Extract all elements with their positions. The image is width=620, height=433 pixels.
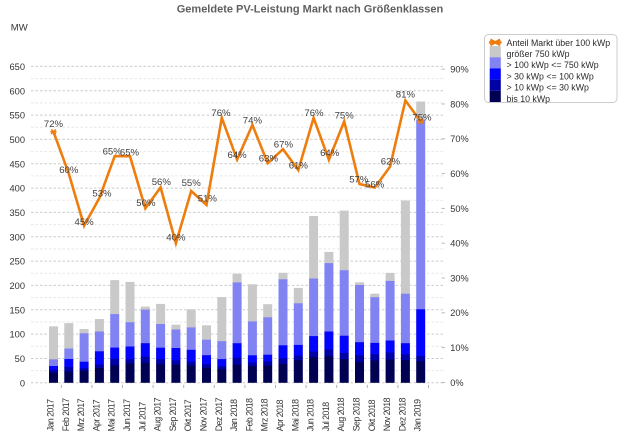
svg-text:Aug 2017: Aug 2017 (153, 397, 163, 431)
svg-text:Gemeldete PV-Leistung Markt na: Gemeldete PV-Leistung Markt nach Größenk… (177, 4, 444, 16)
svg-text:Aug 2018: Aug 2018 (336, 397, 346, 431)
svg-text:80%: 80% (450, 99, 468, 109)
svg-text:> 30 kWp <= 100 kWp: > 30 kWp <= 100 kWp (507, 71, 594, 81)
svg-text:> 10 kWp <= 30 kWp: > 10 kWp <= 30 kWp (507, 83, 589, 93)
svg-text:30%: 30% (450, 273, 468, 283)
svg-text:Apr 2018: Apr 2018 (275, 399, 285, 431)
svg-text:75%: 75% (335, 110, 355, 121)
svg-text:10%: 10% (450, 343, 468, 353)
svg-text:40%: 40% (450, 239, 468, 249)
svg-text:Jun 2017: Jun 2017 (122, 399, 132, 431)
svg-text:Mai 2018: Mai 2018 (290, 399, 300, 431)
svg-text:60%: 60% (450, 169, 468, 179)
svg-text:56%: 56% (152, 177, 172, 188)
svg-text:0: 0 (20, 378, 25, 388)
svg-text:350: 350 (9, 208, 25, 218)
svg-text:größer 750 kWp: größer 750 kWp (507, 49, 570, 59)
svg-text:56%: 56% (365, 180, 385, 191)
svg-text:Dez 2017: Dez 2017 (214, 397, 224, 431)
svg-text:65%: 65% (120, 148, 140, 159)
svg-text:600: 600 (9, 86, 25, 96)
svg-text:50%: 50% (136, 198, 156, 209)
svg-text:100: 100 (9, 330, 25, 340)
svg-text:500: 500 (9, 135, 25, 145)
svg-text:81%: 81% (396, 89, 416, 100)
svg-text:60%: 60% (59, 165, 79, 176)
svg-text:250: 250 (9, 257, 25, 267)
svg-text:Mai 2017: Mai 2017 (107, 399, 117, 431)
svg-text:Nov 2018: Nov 2018 (382, 397, 392, 431)
svg-text:Jul 2018: Jul 2018 (321, 402, 331, 432)
svg-text:61%: 61% (289, 161, 309, 172)
svg-text:Mrz 2017: Mrz 2017 (76, 398, 86, 431)
svg-text:MW: MW (11, 22, 28, 33)
svg-text:Apr 2017: Apr 2017 (91, 399, 101, 431)
svg-text:Okt 2017: Okt 2017 (183, 399, 193, 431)
svg-text:400: 400 (9, 184, 25, 194)
svg-text:450: 450 (9, 159, 25, 169)
svg-text:50%: 50% (450, 204, 468, 214)
svg-text:200: 200 (9, 281, 25, 291)
svg-text:0%: 0% (450, 378, 463, 388)
svg-text:55%: 55% (182, 178, 202, 189)
svg-text:62%: 62% (381, 157, 401, 168)
svg-text:Jul 2017: Jul 2017 (137, 402, 147, 432)
svg-text:Jan 2019: Jan 2019 (413, 399, 423, 431)
svg-text:90%: 90% (450, 65, 468, 75)
svg-text:64%: 64% (320, 148, 340, 159)
svg-text:57%: 57% (349, 174, 369, 185)
svg-text:Okt 2018: Okt 2018 (367, 399, 377, 431)
svg-text:70%: 70% (450, 134, 468, 144)
svg-text:150: 150 (9, 305, 25, 315)
svg-text:64%: 64% (227, 150, 247, 161)
svg-text:40%: 40% (166, 232, 186, 243)
svg-text:Nov 2017: Nov 2017 (199, 397, 209, 431)
svg-text:72%: 72% (44, 119, 64, 130)
svg-text:Jan 2018: Jan 2018 (229, 399, 239, 431)
svg-text:> 100 kWp <= 750 kWp: > 100 kWp <= 750 kWp (507, 60, 599, 70)
svg-text:bis 10 kWp: bis 10 kWp (507, 94, 551, 104)
svg-text:Jan 2017: Jan 2017 (46, 399, 56, 431)
svg-text:67%: 67% (274, 140, 294, 151)
svg-text:550: 550 (9, 111, 25, 121)
svg-text:45%: 45% (74, 217, 94, 228)
svg-text:Sep 2018: Sep 2018 (352, 397, 362, 431)
svg-text:650: 650 (9, 62, 25, 72)
svg-text:76%: 76% (211, 108, 231, 119)
svg-text:65%: 65% (103, 147, 123, 158)
svg-text:20%: 20% (450, 308, 468, 318)
svg-text:Feb 2018: Feb 2018 (244, 398, 254, 431)
svg-text:75%: 75% (412, 112, 432, 123)
svg-text:Feb 2017: Feb 2017 (61, 398, 71, 431)
svg-text:Jun 2018: Jun 2018 (306, 399, 316, 431)
svg-text:51%: 51% (198, 194, 218, 205)
svg-text:Sep 2017: Sep 2017 (168, 397, 178, 431)
svg-text:Anteil Markt über 100 kWp: Anteil Markt über 100 kWp (507, 38, 611, 48)
svg-text:Dez 2018: Dez 2018 (397, 397, 407, 431)
svg-text:76%: 76% (304, 108, 324, 119)
svg-text:63%: 63% (259, 154, 279, 165)
svg-text:50: 50 (15, 354, 25, 364)
svg-text:300: 300 (9, 232, 25, 242)
svg-text:Mrz 2018: Mrz 2018 (260, 398, 270, 431)
svg-text:74%: 74% (243, 115, 263, 126)
svg-text:53%: 53% (92, 189, 112, 200)
